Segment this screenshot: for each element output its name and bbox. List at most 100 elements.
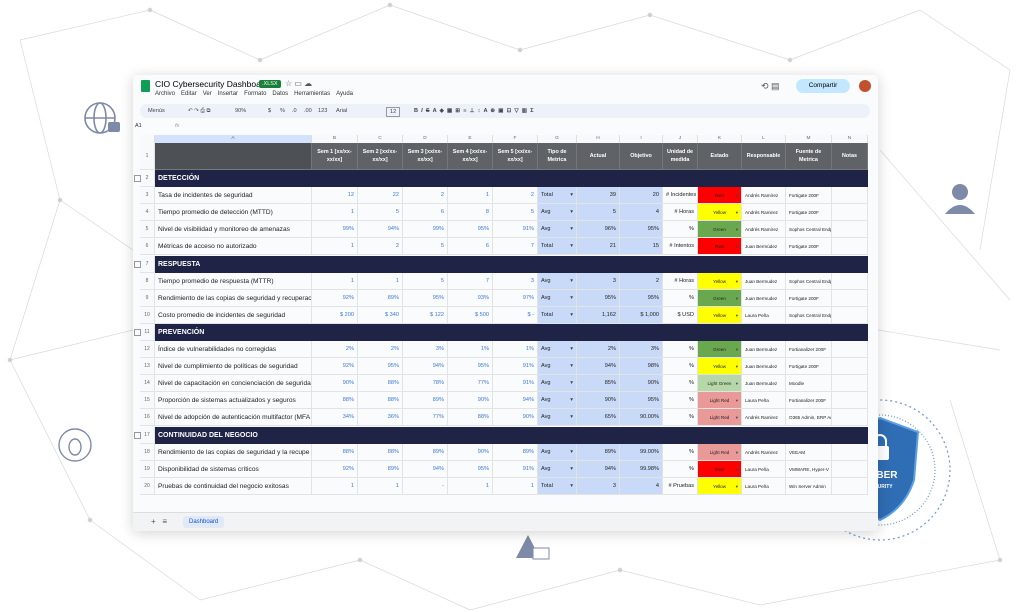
metric-type[interactable]: Avg (538, 272, 577, 290)
sheet-bar: + ≡ Dashboard (133, 512, 878, 531)
avatar[interactable] (859, 80, 871, 92)
unit: $ USD (663, 306, 698, 324)
currency-btn[interactable]: $ (268, 108, 272, 114)
percent-btn[interactable]: % (280, 108, 285, 114)
status[interactable]: Red (698, 460, 742, 478)
metric-type[interactable]: Total (538, 306, 577, 324)
target: 90% (620, 375, 663, 393)
metric-type[interactable]: Total (538, 477, 577, 495)
menu-item[interactable]: Archivo (155, 91, 176, 97)
metric-type[interactable]: Avg (538, 460, 577, 478)
status[interactable]: Green (698, 341, 742, 359)
status[interactable]: Red (698, 187, 742, 205)
lock-icon (108, 122, 120, 132)
column-letter: J (663, 135, 698, 143)
week-value: 95% (448, 460, 493, 478)
metric-type[interactable]: Avg (538, 289, 577, 307)
menu-item[interactable]: Editar (181, 91, 197, 97)
owner: Andrés Ramirez (742, 204, 786, 222)
font-select[interactable]: Arial (336, 108, 348, 114)
metric-type[interactable]: Avg (538, 204, 577, 222)
week-value: 1% (448, 341, 493, 359)
cell-ref[interactable]: A1 (135, 123, 142, 129)
row-number: 20 (140, 477, 155, 495)
status[interactable]: Yellow (698, 477, 742, 495)
menus-search[interactable]: Menús (148, 108, 165, 114)
status[interactable]: Yellow (698, 272, 742, 290)
header-cell: Estado (698, 143, 742, 170)
metric-type[interactable]: Avg (538, 443, 577, 461)
menu-item[interactable]: Herramientas (294, 91, 331, 97)
status[interactable]: Red (698, 238, 742, 256)
source: Fortigate 200F (786, 187, 832, 205)
menu-item[interactable]: Insertar (217, 91, 239, 97)
metric-type[interactable]: Avg (538, 392, 577, 410)
week-value: 95% (358, 358, 403, 376)
row-number: 3 (140, 187, 155, 205)
metric-name: Nivel de capacitación en concienciación … (155, 375, 312, 393)
metric-type[interactable]: Avg (538, 341, 577, 359)
history-icons[interactable]: ⟲ ▤ (761, 81, 780, 91)
metric-type[interactable]: Total (538, 238, 577, 256)
metric-name: Disponibilidad de sistemas críticos (155, 460, 312, 478)
target: 98% (620, 358, 663, 376)
week-value: $ - (493, 306, 538, 324)
week-value: 88% (358, 375, 403, 393)
week-value: 94% (493, 392, 538, 410)
menu-item[interactable]: Formato (244, 91, 267, 97)
group-toggle[interactable] (134, 175, 141, 182)
source: Sophos Central Endpoint (786, 272, 832, 290)
metric-name: Pruebas de continuidad del negocio exito… (155, 477, 312, 495)
week-value: $ 500 (448, 306, 493, 324)
sheet-tab[interactable]: Dashboard (183, 516, 225, 528)
column-letter: F (493, 135, 538, 143)
column-letter: G (538, 135, 577, 143)
status[interactable]: Green (698, 289, 742, 307)
week-value: 6 (403, 204, 448, 222)
status[interactable]: Green (698, 221, 742, 239)
owner: Laura Peña (742, 477, 786, 495)
doc-title[interactable]: CIO Cybersecurity Dashboard (155, 79, 269, 89)
status[interactable]: Yellow (698, 306, 742, 324)
unit: % (663, 375, 698, 393)
target: 99.00% (620, 443, 663, 461)
metric-type[interactable]: Avg (538, 409, 577, 427)
owner: Laura Peña (742, 460, 786, 478)
menu-item[interactable]: Datos (272, 91, 289, 97)
unit: % (663, 460, 698, 478)
source: Fortianalizer 200F (786, 392, 832, 410)
week-value: 88% (448, 409, 493, 427)
file-badge: .XLSX (259, 80, 281, 88)
metric-type[interactable]: Total (538, 187, 577, 205)
status[interactable]: Yellow (698, 204, 742, 222)
group-toggle[interactable] (134, 328, 141, 336)
increase-decimal[interactable]: .00 (304, 108, 312, 114)
status[interactable]: Yellow (698, 358, 742, 376)
metric-type[interactable]: Avg (538, 358, 577, 376)
week-value: 95% (448, 358, 493, 376)
metric-type[interactable]: Avg (538, 221, 577, 239)
group-toggle[interactable] (134, 431, 141, 439)
star-icon[interactable]: ☆ ▭ ☁ (285, 79, 313, 88)
menu-item[interactable]: Ayuda (336, 91, 354, 97)
actual: 85% (577, 375, 620, 393)
status[interactable]: Light Red (698, 409, 742, 427)
status[interactable]: Light Red (698, 443, 742, 461)
week-value: 77% (448, 375, 493, 393)
font-size[interactable]: 12 (386, 107, 401, 117)
owner: Andrés Ramirez (742, 443, 786, 461)
shield-text: SECURITY (867, 484, 893, 490)
decrease-decimal[interactable]: .0 (292, 108, 297, 114)
metric-type[interactable]: Avg (538, 375, 577, 393)
menu-item[interactable]: Ver (202, 91, 212, 97)
zoom[interactable]: 90% (235, 108, 247, 114)
status[interactable]: Light Green (698, 375, 742, 393)
week-value: 7 (493, 238, 538, 256)
week-value: 89% (358, 289, 403, 307)
source: Fortigate 200F (786, 358, 832, 376)
group-toggle[interactable] (134, 260, 141, 268)
status[interactable]: Light Red (698, 392, 742, 410)
share-button[interactable]: Compartir (796, 79, 850, 93)
header-cell: Actual (577, 143, 620, 170)
format-btn[interactable]: 123 (318, 108, 328, 114)
